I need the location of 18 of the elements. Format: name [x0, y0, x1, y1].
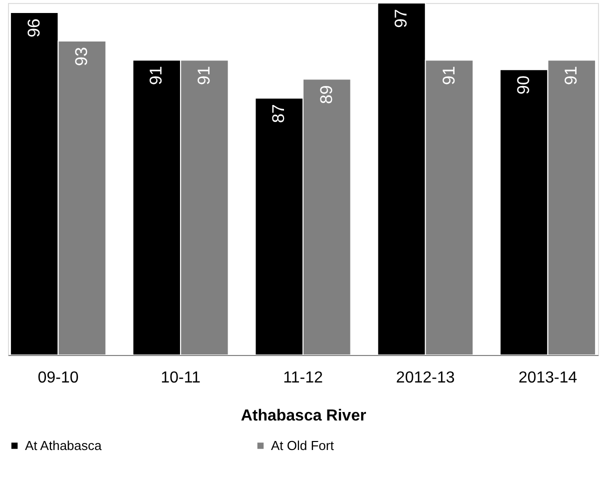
- x-tick-label: 11-12: [283, 370, 323, 386]
- x-tick-label: 2012-13: [396, 370, 455, 386]
- data-label: 87: [269, 104, 288, 124]
- data-label: 91: [439, 66, 458, 86]
- data-label: 96: [24, 18, 44, 38]
- x-axis-title: Athabasca River: [240, 408, 366, 424]
- legend-label: At Athabasca: [25, 438, 102, 453]
- x-tick-label: 2013-14: [518, 370, 578, 386]
- data-label: 93: [72, 47, 92, 66]
- data-label: 90: [514, 76, 533, 95]
- data-label: 91: [562, 66, 581, 86]
- data-label: 91: [146, 66, 166, 86]
- data-label: 97: [392, 9, 411, 28]
- x-tick-label: 09-10: [38, 370, 79, 386]
- data-label: 91: [194, 66, 214, 86]
- legend-label: At Old Fort: [271, 438, 334, 453]
- data-label: 89: [316, 85, 336, 104]
- x-tick-label: 10-11: [160, 370, 201, 386]
